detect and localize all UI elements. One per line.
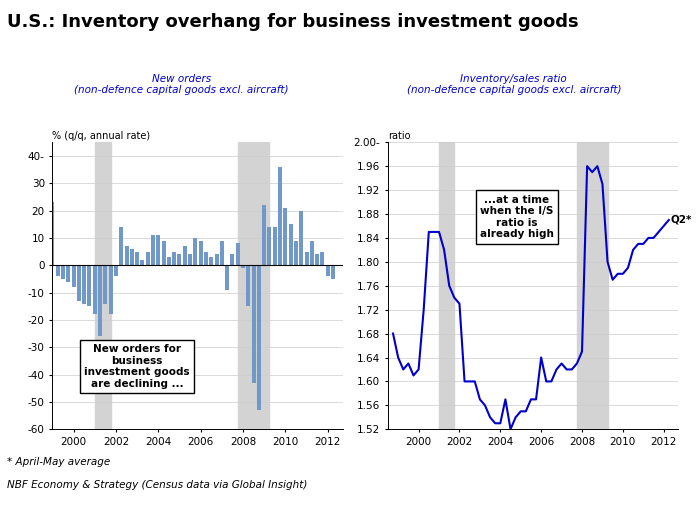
Bar	[82, 265, 86, 303]
Bar	[289, 224, 293, 265]
Bar	[199, 241, 203, 265]
Bar	[130, 249, 134, 265]
Bar	[268, 227, 271, 265]
Bar	[71, 265, 75, 287]
Bar	[262, 205, 266, 265]
Bar	[98, 265, 102, 336]
Bar	[252, 265, 256, 383]
Bar	[320, 251, 324, 265]
Bar	[157, 235, 160, 265]
Bar	[215, 255, 219, 265]
Bar	[151, 235, 155, 265]
Bar	[231, 255, 234, 265]
Bar	[315, 255, 319, 265]
Bar	[50, 202, 55, 265]
Bar	[103, 265, 108, 303]
Bar	[310, 241, 314, 265]
Bar	[238, 142, 269, 429]
Bar	[294, 241, 298, 265]
Bar	[108, 265, 113, 314]
Text: Q2*: Q2*	[671, 215, 692, 225]
Bar	[182, 246, 187, 265]
Bar	[56, 265, 59, 276]
Bar	[246, 265, 250, 306]
Text: ratio: ratio	[388, 131, 410, 141]
Bar	[140, 260, 145, 265]
Bar	[124, 246, 129, 265]
Bar	[77, 265, 81, 301]
Bar	[439, 142, 454, 429]
Bar	[204, 251, 208, 265]
Bar	[225, 265, 229, 290]
Bar	[236, 243, 240, 265]
Text: * April-May average: * April-May average	[7, 457, 110, 467]
Bar	[95, 142, 110, 429]
Bar	[257, 265, 261, 410]
Bar	[120, 227, 123, 265]
Bar	[172, 251, 176, 265]
Text: % (q/q, annual rate): % (q/q, annual rate)	[52, 131, 150, 141]
Text: Inventory/sales ratio
(non-defence capital goods excl. aircraft): Inventory/sales ratio (non-defence capit…	[407, 74, 621, 96]
Text: New orders for
business
investment goods
are declining ...: New orders for business investment goods…	[85, 344, 190, 389]
Bar	[273, 227, 277, 265]
Bar	[178, 255, 182, 265]
Text: ...at a time
when the I/S
ratio is
already high: ...at a time when the I/S ratio is alrea…	[480, 195, 554, 239]
Bar	[87, 265, 92, 306]
Bar	[283, 208, 287, 265]
Bar	[66, 265, 71, 281]
Bar	[278, 167, 282, 265]
Bar	[241, 265, 245, 268]
Text: New orders
(non-defence capital goods excl. aircraft): New orders (non-defence capital goods ex…	[75, 74, 289, 96]
Bar	[114, 265, 118, 276]
Bar	[194, 238, 197, 265]
Bar	[577, 142, 607, 429]
Bar	[331, 265, 335, 279]
Bar	[61, 265, 65, 279]
Bar	[135, 251, 139, 265]
Bar	[145, 251, 150, 265]
Bar	[161, 241, 166, 265]
Text: NBF Economy & Strategy (Census data via Global Insight): NBF Economy & Strategy (Census data via …	[7, 480, 308, 490]
Bar	[326, 265, 330, 276]
Bar	[167, 257, 171, 265]
Bar	[305, 251, 308, 265]
Text: U.S.: Inventory overhang for business investment goods: U.S.: Inventory overhang for business in…	[7, 13, 579, 30]
Bar	[188, 255, 192, 265]
Bar	[209, 257, 213, 265]
Bar	[299, 211, 303, 265]
Bar	[93, 265, 96, 314]
Bar	[219, 241, 224, 265]
